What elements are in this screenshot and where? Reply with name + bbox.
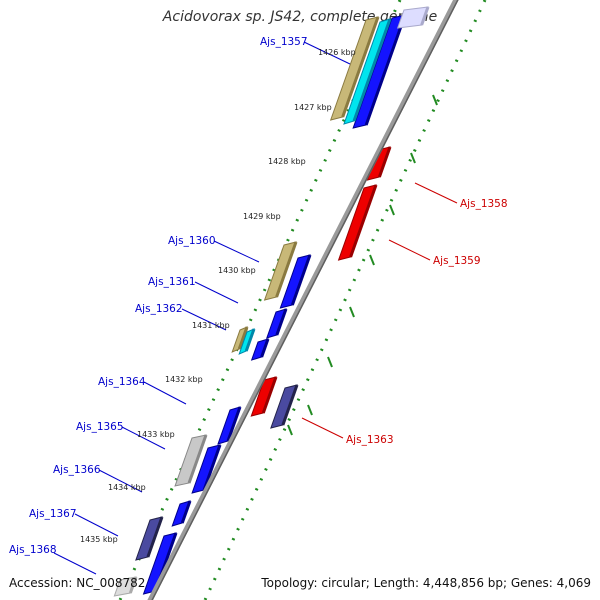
gene-label-ajs-1360[interactable]: Ajs_1360	[168, 235, 216, 247]
gene-label-ajs-1368[interactable]: Ajs_1368	[9, 544, 57, 556]
accession-label: Accession: NC_008782	[9, 576, 146, 590]
kbp-tick-label: 1427 kbp	[294, 103, 332, 112]
gene-bar-ajs-1362-c[interactable]	[238, 328, 256, 355]
gene-bar-ajs-1363-a[interactable]	[250, 376, 278, 417]
kbp-tick-label: 1430 kbp	[218, 266, 256, 275]
gene-bar-ajs-1359[interactable]	[337, 184, 378, 261]
kbp-tick-label: 1433 kbp	[137, 430, 175, 439]
gene-label-ajs-1358[interactable]: Ajs_1358	[460, 198, 508, 210]
gene-label-ajs-1364[interactable]: Ajs_1364	[98, 376, 146, 388]
gene-bar-ajs-1365-a[interactable]	[174, 434, 208, 487]
kbp-tick-labels: 1426 kbp 1427 kbp 1428 kbp 1429 kbp 1430 kbp…	[80, 48, 356, 544]
gene-label-ajs-1367[interactable]: Ajs_1367	[29, 508, 77, 520]
gene-bar-bottom[interactable]	[113, 576, 138, 597]
kbp-tick-label: 1435 kbp	[80, 535, 118, 544]
gene-label-ajs-1359[interactable]: Ajs_1359	[433, 255, 481, 267]
gene-bar-ajs-1362-d[interactable]	[250, 338, 270, 361]
gene-bar-ajs-1357-c[interactable]	[329, 16, 380, 121]
gene-bar-ajs-1360[interactable]	[263, 241, 298, 301]
gene-labels[interactable]: Ajs_1357 Ajs_1358 Ajs_1359 Ajs_1360 Ajs_1361…	[9, 36, 508, 575]
kbp-tick-label: 1432 kbp	[165, 375, 203, 384]
kbp-tick-label: 1429 kbp	[243, 212, 281, 221]
gene-bar-ajs-1357-b[interactable]	[343, 18, 392, 125]
dotted-track-2	[203, 0, 487, 600]
kbp-tick-label: 1434 kbp	[108, 483, 146, 492]
gene-label-ajs-1362[interactable]: Ajs_1362	[135, 303, 183, 315]
gene-bar-ajs-1363-b[interactable]	[270, 384, 299, 429]
gene-label-ajs-1363[interactable]: Ajs_1363	[346, 434, 394, 446]
kbp-tick-label: 1431 kbp	[192, 321, 230, 330]
gene-bar-ajs-1362-b[interactable]	[231, 326, 249, 353]
gene-bar-ajs-1366[interactable]	[171, 500, 192, 527]
gene-bar-ajs-1357-a[interactable]	[352, 14, 407, 129]
gene-label-ajs-1361[interactable]: Ajs_1361	[148, 276, 196, 288]
gene-label-ajs-1357[interactable]: Ajs_1357	[260, 36, 308, 48]
gene-label-ajs-1365[interactable]: Ajs_1365	[76, 421, 124, 433]
gene-features	[113, 6, 430, 597]
gene-label-ajs-1366[interactable]: Ajs_1366	[53, 464, 101, 476]
backbone	[147, 0, 459, 600]
kbp-tick-label: 1428 kbp	[268, 157, 306, 166]
gene-bar-top[interactable]	[396, 6, 430, 29]
gene-bar-ajs-1367[interactable]	[135, 516, 164, 561]
gene-bar-ajs-1364[interactable]	[217, 406, 242, 445]
gene-bar-ajs-1362[interactable]	[266, 308, 288, 339]
gene-bar-ajs-1361[interactable]	[279, 254, 312, 309]
kbp-tick-label: 1426 kbp	[318, 48, 356, 57]
topology-label: Topology: circular; Length: 4,448,856 bp…	[261, 576, 591, 590]
